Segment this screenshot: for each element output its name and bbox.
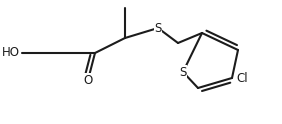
Text: HO: HO <box>2 46 20 60</box>
Text: Cl: Cl <box>236 72 248 84</box>
Text: S: S <box>179 65 187 78</box>
Text: O: O <box>83 74 92 87</box>
Text: S: S <box>154 21 162 34</box>
